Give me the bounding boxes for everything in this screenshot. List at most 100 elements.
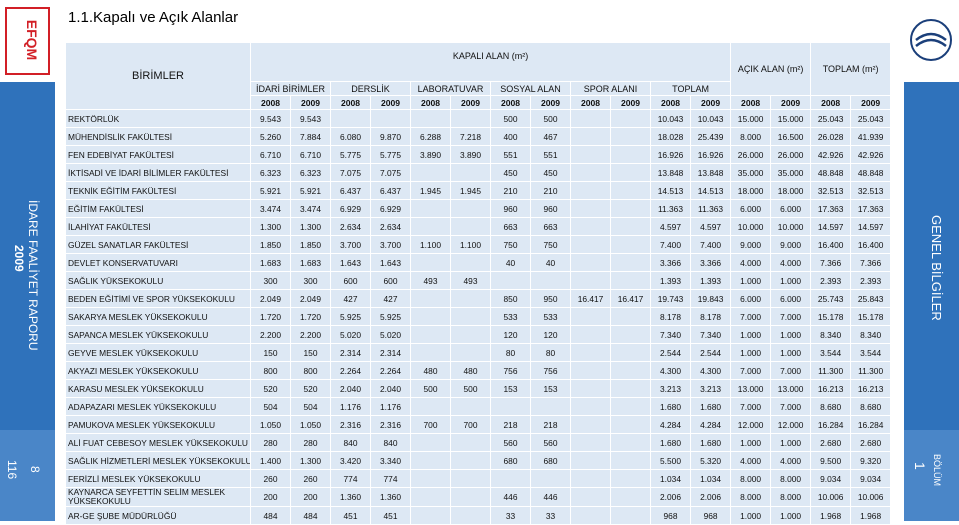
cell: 150: [250, 343, 291, 362]
cell: 18.000: [730, 181, 772, 200]
cell: 14.597: [850, 217, 892, 236]
year-header: 2009: [689, 95, 732, 110]
cell: [570, 397, 611, 416]
table-row: ADAPAZARI MESLEK YÜKSEKOKULU 504 504 1.176 1…: [65, 397, 892, 416]
unit-name: GÜZEL SANATLAR FAKÜLTESİ: [65, 235, 251, 254]
cell: 3.340: [370, 451, 411, 470]
cell: 800: [250, 361, 291, 380]
cell: [570, 379, 611, 398]
cell: [610, 253, 651, 272]
unit-name: EĞİTİM FAKÜLTESİ: [65, 199, 251, 218]
table-row: TEKNİK EĞİTİM FAKÜLTESİ 5.921 5.921 6.437 6.…: [65, 181, 892, 200]
cell: 4.597: [650, 217, 691, 236]
cell: 7.366: [810, 253, 852, 272]
cell: [570, 127, 611, 146]
unit-name: KAYNARCA SEYFETTİN SELİM MESLEK YÜKSEKOK…: [65, 487, 251, 507]
cell: 10.000: [770, 217, 812, 236]
table-row: GÜZEL SANATLAR FAKÜLTESİ 1.850 1.850 3.700 3…: [65, 235, 892, 254]
table-row: SAPANCA MESLEK YÜKSEKOKULU 2.200 2.200 5.02…: [65, 325, 892, 344]
cell: 32.513: [810, 181, 852, 200]
cell: 1.720: [250, 307, 291, 326]
cell: [610, 487, 651, 507]
cell: 25.439: [689, 127, 732, 146]
cell: 750: [530, 235, 571, 254]
cell: 1.360: [330, 487, 371, 507]
cell: 35.000: [770, 163, 812, 182]
cell: [410, 469, 451, 488]
cell: 14.597: [810, 217, 852, 236]
header-row: İDARİ BİRİMLER DERSLİK LABORATUVAR SOSYAL A…: [66, 81, 891, 96]
chapter-label: BÖLÜM: [932, 454, 942, 487]
cell: 4.300: [689, 361, 732, 380]
cell: [450, 397, 491, 416]
cell: 2.264: [330, 361, 371, 380]
cell: 2.006: [650, 487, 691, 507]
cell: [570, 163, 611, 182]
cell: 6.080: [330, 127, 371, 146]
cell: 10.000: [730, 217, 772, 236]
cell: 5.921: [250, 181, 291, 200]
cell: 2.314: [370, 343, 411, 362]
cell: 9.034: [810, 469, 852, 488]
cell: 7.000: [730, 397, 772, 416]
table-row: REKTÖRLÜK 9.543 9.543 500 500 10.043 10.043 15.…: [65, 109, 892, 128]
year-header: 2008: [570, 95, 611, 110]
cell: [570, 253, 611, 272]
cell: 968: [689, 506, 732, 525]
cell: [570, 235, 611, 254]
page-number: 116: [5, 460, 19, 480]
cell: [570, 451, 611, 470]
cell: [450, 163, 491, 182]
cell: 8.340: [810, 325, 852, 344]
cell: 840: [330, 433, 371, 452]
cell: [490, 271, 531, 290]
cell: 1.300: [290, 217, 331, 236]
cell: 1.000: [770, 325, 812, 344]
cell: 16.400: [850, 235, 892, 254]
unit-name: SAPANCA MESLEK YÜKSEKOKULU: [65, 325, 251, 344]
cell: [410, 163, 451, 182]
cell: 2.040: [330, 379, 371, 398]
cell: 1.034: [650, 469, 691, 488]
left-footer: 116 8: [0, 430, 55, 521]
cell: 5.775: [370, 145, 411, 164]
cell: 8.000: [770, 487, 812, 507]
cell: 19.843: [689, 289, 732, 308]
cell: 4.300: [650, 361, 691, 380]
cell: 26.000: [730, 145, 772, 164]
cell: 1.643: [330, 253, 371, 272]
cell: 1.000: [770, 343, 812, 362]
cell: 1.050: [250, 415, 291, 434]
cell: 40: [530, 253, 571, 272]
cell: 10.043: [689, 109, 732, 128]
cell: 3.213: [650, 379, 691, 398]
table-row: SAĞLIK HİZMETLERİ MESLEK YÜKSEKOKULU 1.40…: [65, 451, 892, 470]
cell: [570, 325, 611, 344]
unit-name: KARASU MESLEK YÜKSEKOKULU: [65, 379, 251, 398]
cell: 9.000: [770, 235, 812, 254]
cell: 280: [250, 433, 291, 452]
cell: 2.634: [370, 217, 411, 236]
cell: 4.000: [770, 253, 812, 272]
cell: [450, 307, 491, 326]
cell: 2.544: [650, 343, 691, 362]
cell: 6.710: [250, 145, 291, 164]
cell: 15.178: [810, 307, 852, 326]
logo-text: EFQM: [24, 20, 40, 60]
unit-name: ALİ FUAT CEBESOY MESLEK YÜKSEKOKULU: [65, 433, 251, 452]
cell: 300: [250, 271, 291, 290]
cell: 8.178: [650, 307, 691, 326]
cell: 7.340: [650, 325, 691, 344]
cell: 533: [530, 307, 571, 326]
cell: [410, 307, 451, 326]
table-row: İKTİSADİ VE İDARİ BİLİMLER FAKÜLTESİ 6.32…: [65, 163, 892, 182]
cell: 7.400: [689, 235, 732, 254]
cell: 774: [330, 469, 371, 488]
cell: [570, 181, 611, 200]
cell: 6.710: [290, 145, 331, 164]
cell: 120: [530, 325, 571, 344]
cell: 1.000: [770, 433, 812, 452]
table-row: İLAHİYAT FAKÜLTESİ 1.300 1.300 2.634 2.634 66…: [65, 217, 892, 236]
cell: [570, 433, 611, 452]
cell: 1.176: [370, 397, 411, 416]
